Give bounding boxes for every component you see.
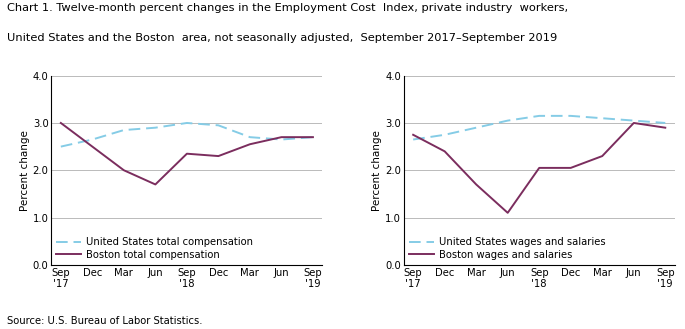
United States total compensation	[88, 138, 97, 141]
Boston wages and salaries	[535, 166, 543, 170]
Y-axis label: Percent change: Percent change	[20, 130, 30, 211]
Boston total compensation	[88, 145, 97, 149]
Boston total compensation	[246, 142, 254, 146]
United States wages and salaries	[440, 133, 449, 137]
Line: United States total compensation: United States total compensation	[61, 123, 313, 147]
United States total compensation	[57, 145, 65, 149]
United States total compensation	[183, 121, 191, 125]
Boston wages and salaries	[440, 149, 449, 153]
Boston total compensation	[57, 121, 65, 125]
United States total compensation	[277, 138, 286, 141]
United States wages and salaries	[472, 126, 480, 130]
United States wages and salaries	[535, 114, 543, 118]
Boston wages and salaries	[472, 183, 480, 187]
Boston wages and salaries	[566, 166, 575, 170]
United States total compensation	[246, 135, 254, 139]
United States total compensation	[309, 135, 317, 139]
United States wages and salaries	[566, 114, 575, 118]
United States total compensation	[120, 128, 128, 132]
Text: United States and the Boston  area, not seasonally adjusted,  September 2017–Sep: United States and the Boston area, not s…	[7, 33, 557, 43]
Legend: United States wages and salaries, Boston wages and salaries: United States wages and salaries, Boston…	[409, 237, 606, 260]
United States wages and salaries	[409, 138, 417, 141]
Text: Source: U.S. Bureau of Labor Statistics.: Source: U.S. Bureau of Labor Statistics.	[7, 316, 202, 326]
Legend: United States total compensation, Boston total compensation: United States total compensation, Boston…	[56, 237, 253, 260]
Boston total compensation	[120, 168, 128, 172]
United States wages and salaries	[503, 119, 512, 123]
Boston total compensation	[214, 154, 223, 158]
United States wages and salaries	[630, 119, 638, 123]
Boston total compensation	[309, 135, 317, 139]
Line: Boston total compensation: Boston total compensation	[61, 123, 313, 185]
Line: Boston wages and salaries: Boston wages and salaries	[413, 123, 665, 213]
Boston total compensation	[151, 183, 160, 187]
United States total compensation	[151, 126, 160, 130]
Boston wages and salaries	[598, 154, 606, 158]
Boston wages and salaries	[503, 211, 512, 215]
Boston total compensation	[277, 135, 286, 139]
United States wages and salaries	[598, 116, 606, 120]
United States wages and salaries	[661, 121, 669, 125]
Line: United States wages and salaries: United States wages and salaries	[413, 116, 665, 139]
Boston wages and salaries	[630, 121, 638, 125]
Boston wages and salaries	[661, 126, 669, 130]
Text: Chart 1. Twelve-month percent changes in the Employment Cost  Index, private ind: Chart 1. Twelve-month percent changes in…	[7, 3, 568, 13]
United States total compensation	[214, 123, 223, 127]
Boston wages and salaries	[409, 133, 417, 137]
Boston total compensation	[183, 152, 191, 156]
Y-axis label: Percent change: Percent change	[372, 130, 382, 211]
